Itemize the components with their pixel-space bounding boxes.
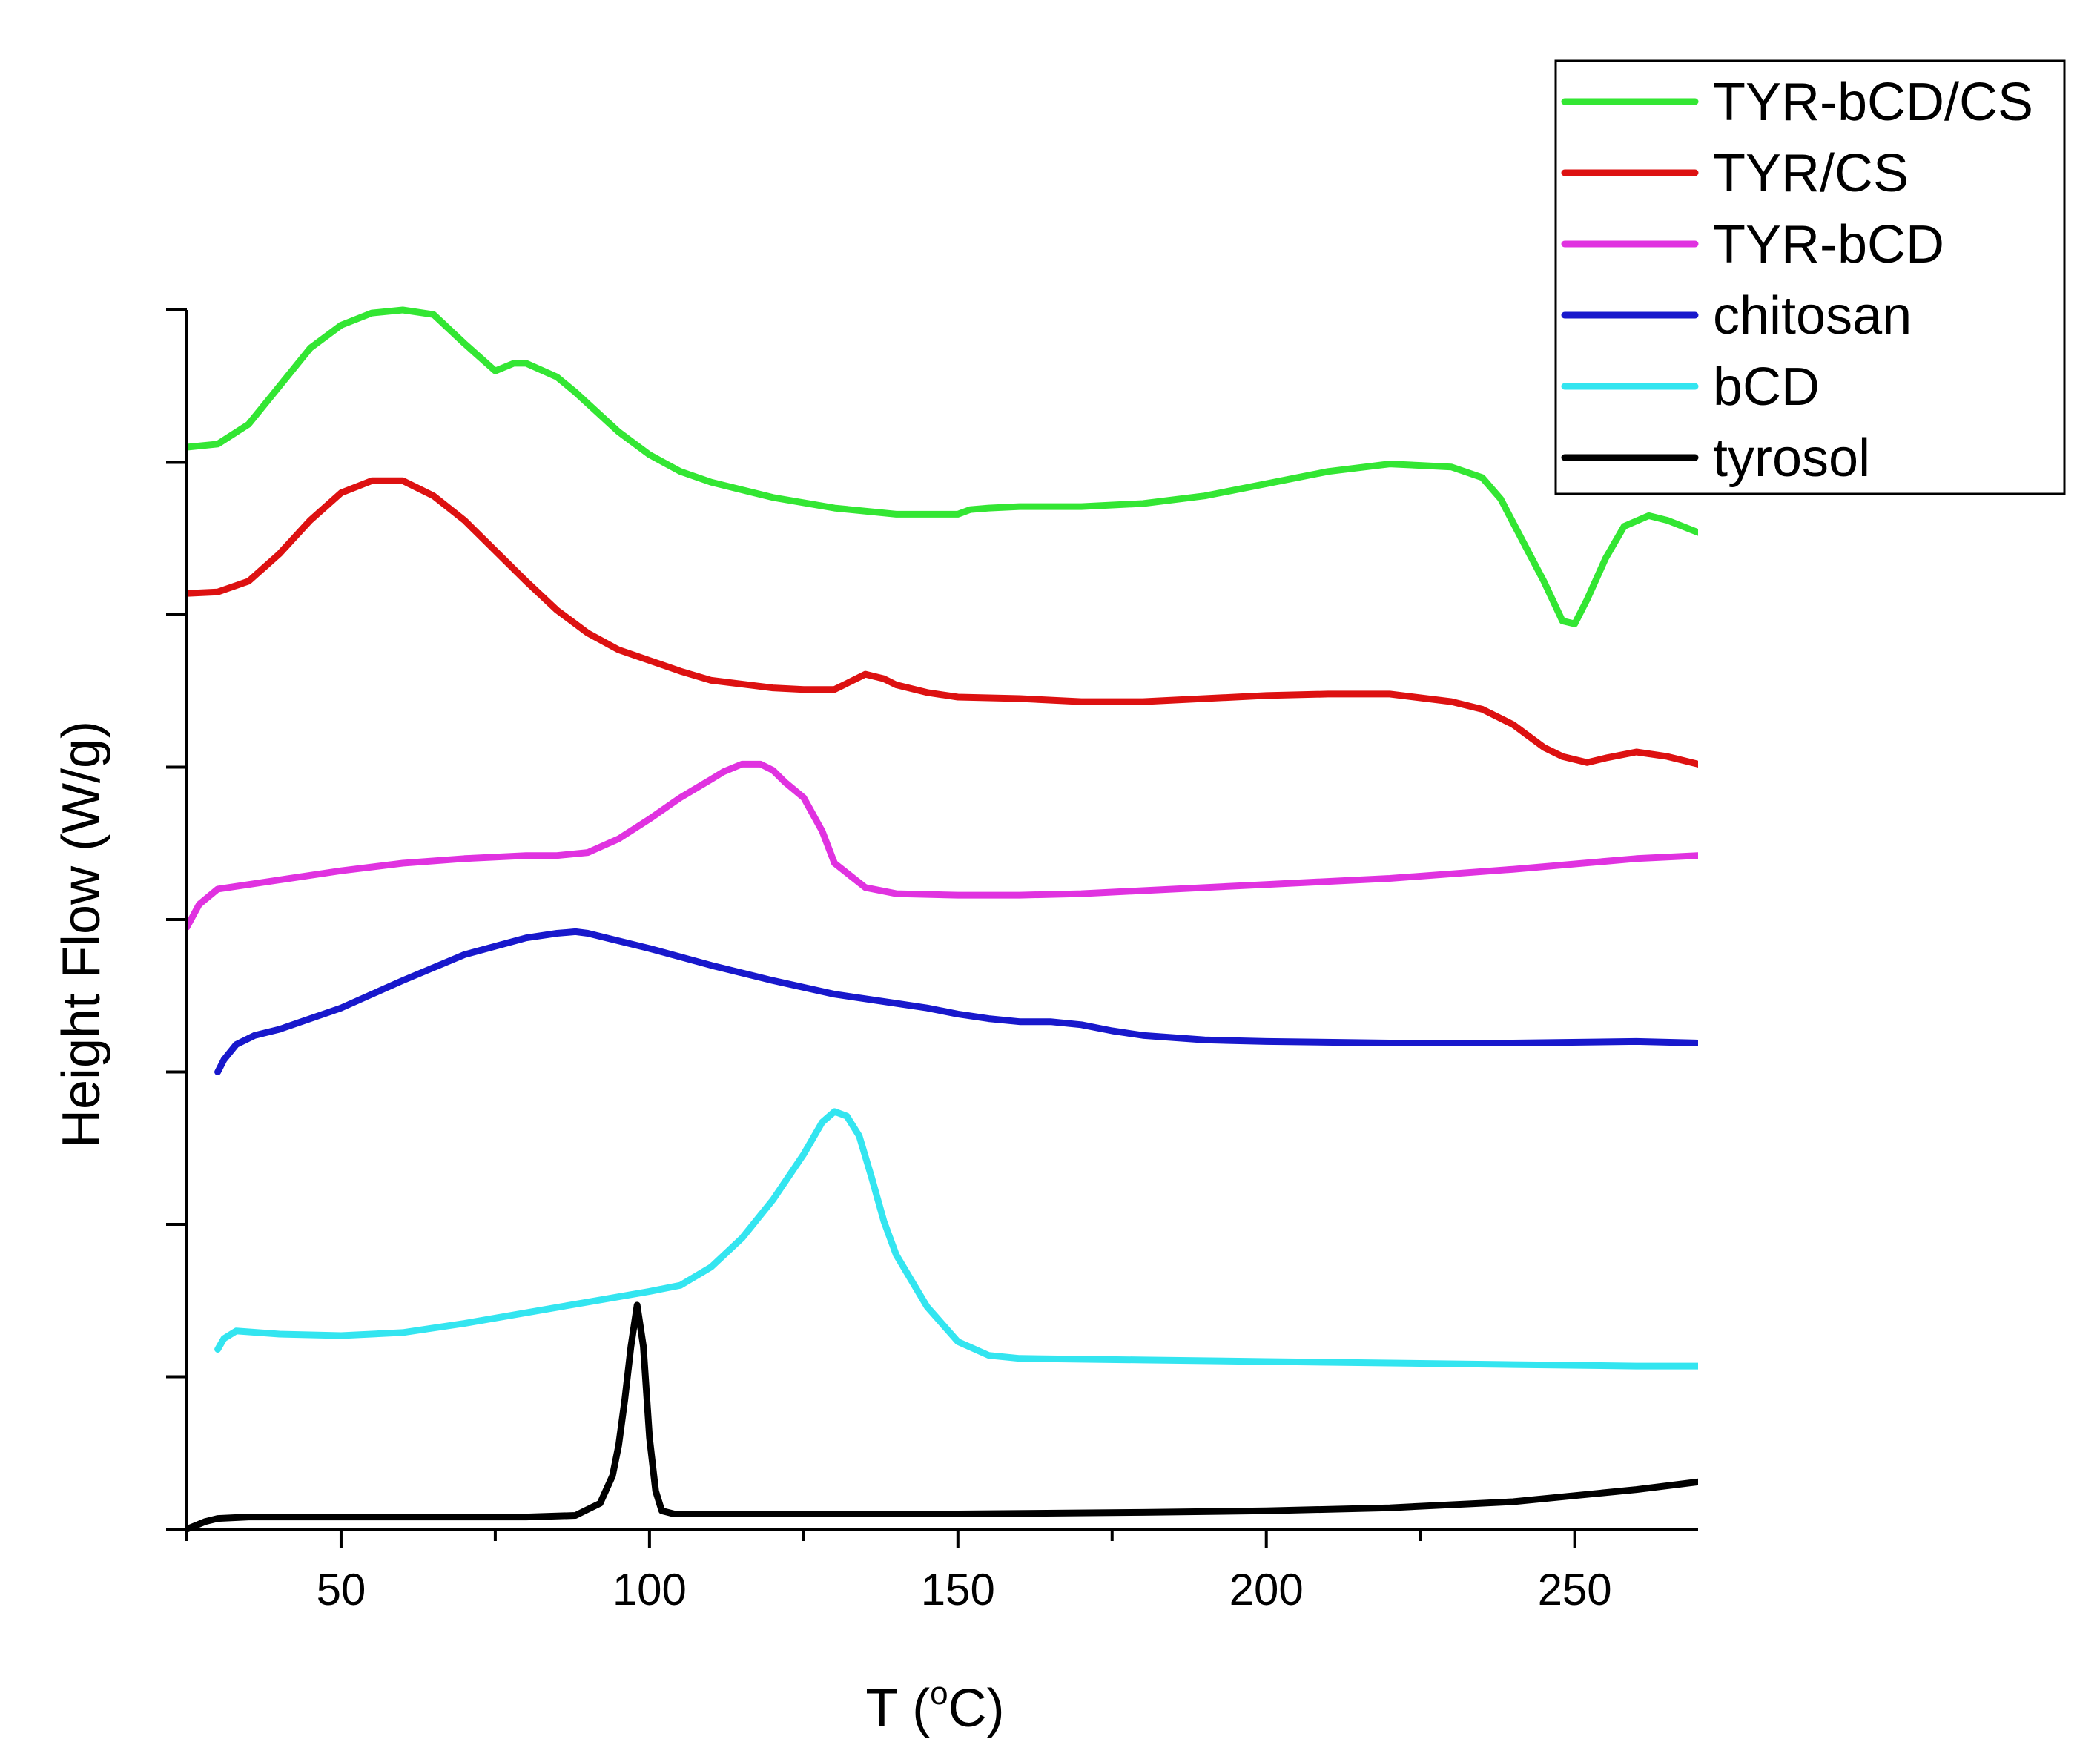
series-line-tyrosol — [187, 1301, 1698, 1533]
legend-box — [1554, 59, 2066, 495]
x-axis-title-unit: C) — [948, 1679, 1005, 1738]
x-ticks: 50 100 150 200 250 — [185, 1529, 1612, 1614]
series-line-bcd — [214, 1108, 1698, 1370]
legend-label-tyr-bcd-cs: TYR-bCD/CS — [1713, 73, 2033, 132]
x-tick-label: 100 — [612, 1565, 687, 1614]
legend-label-tyr-bcd: TYR-bCD — [1713, 215, 1944, 274]
x-tick-label: 200 — [1229, 1565, 1304, 1614]
plot-area — [187, 306, 1698, 1533]
legend-label-bcd: bCD — [1713, 357, 1820, 417]
y-axis-title: Height Flow (W/g) — [52, 721, 111, 1148]
axes: 50 100 150 200 250 — [166, 308, 1698, 1614]
x-axis-title-degree: o — [930, 1675, 948, 1712]
legend-label-tyrosol: tyrosol — [1713, 429, 1870, 488]
x-axis-title-main: T ( — [865, 1679, 930, 1738]
series-line-tyr-bcd — [187, 760, 1698, 931]
x-tick-label: 50 — [317, 1565, 366, 1614]
legend-label-tyr-cs: TYR/CS — [1713, 144, 1909, 203]
legend-label-chitosan: chitosan — [1713, 286, 1912, 346]
legend: TYR-bCD/CS TYR/CS TYR-bCD chitosan bCD tyroso… — [1554, 59, 2066, 495]
series-line-chitosan — [214, 928, 1698, 1075]
x-axis-title: T (oC) — [865, 1675, 1004, 1738]
y-ticks — [166, 308, 187, 1531]
x-tick-label: 250 — [1538, 1565, 1612, 1614]
series-line-tyr-bcd-cs — [187, 306, 1698, 627]
x-tick-label: 150 — [921, 1565, 995, 1614]
series-line-tyr-cs — [187, 477, 1698, 768]
